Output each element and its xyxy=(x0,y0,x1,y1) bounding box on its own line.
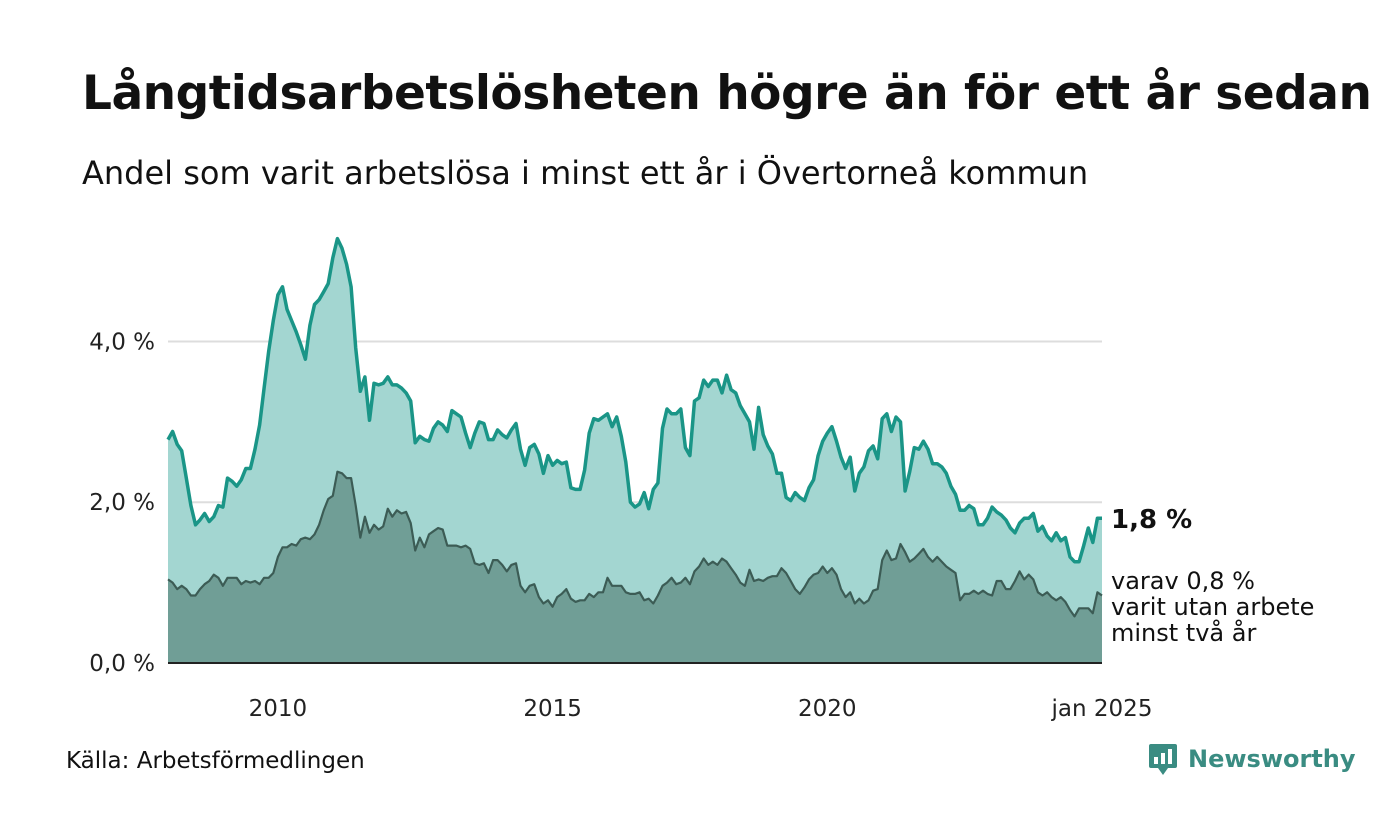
brand-name: Newsworthy xyxy=(1188,745,1356,773)
source-note: Källa: Arbetsförmedlingen xyxy=(66,748,365,774)
y-tick-label: 4,0 % xyxy=(89,329,155,355)
series-2-end-label-line: minst två år xyxy=(1111,618,1256,647)
x-tick-label: jan 2025 xyxy=(1051,696,1153,722)
series-areas xyxy=(168,238,1102,663)
series-2-end-label-line: varit utan arbete xyxy=(1111,593,1314,621)
series-line-1 xyxy=(166,236,1102,564)
series-lines xyxy=(166,236,1103,618)
x-tick-label: 2020 xyxy=(798,696,857,722)
x-tick-label: 2015 xyxy=(523,696,582,722)
newsworthy-logo-icon xyxy=(1149,744,1177,775)
series-line-2 xyxy=(167,470,1103,618)
series-area-2 xyxy=(168,471,1102,663)
series-1-end-label: 1,8 % xyxy=(1111,505,1192,535)
chart-subtitle: Andel som varit arbetslösa i minst ett å… xyxy=(82,154,1089,192)
brand-logo[interactable]: Newsworthy xyxy=(1148,742,1356,776)
series-2-end-label-line: varav 0,8 % xyxy=(1111,567,1255,595)
axes: 0,0 % 2,0 % 4,0 % 2010 2015 2020 jan 2025 xyxy=(89,329,1152,722)
y-tick-label: 0,0 % xyxy=(89,651,155,677)
chart-title: Långtidsarbetslösheten högre än för ett … xyxy=(82,66,1372,121)
x-tick-label: 2010 xyxy=(249,696,308,722)
y-tick-label: 2,0 % xyxy=(89,490,155,516)
